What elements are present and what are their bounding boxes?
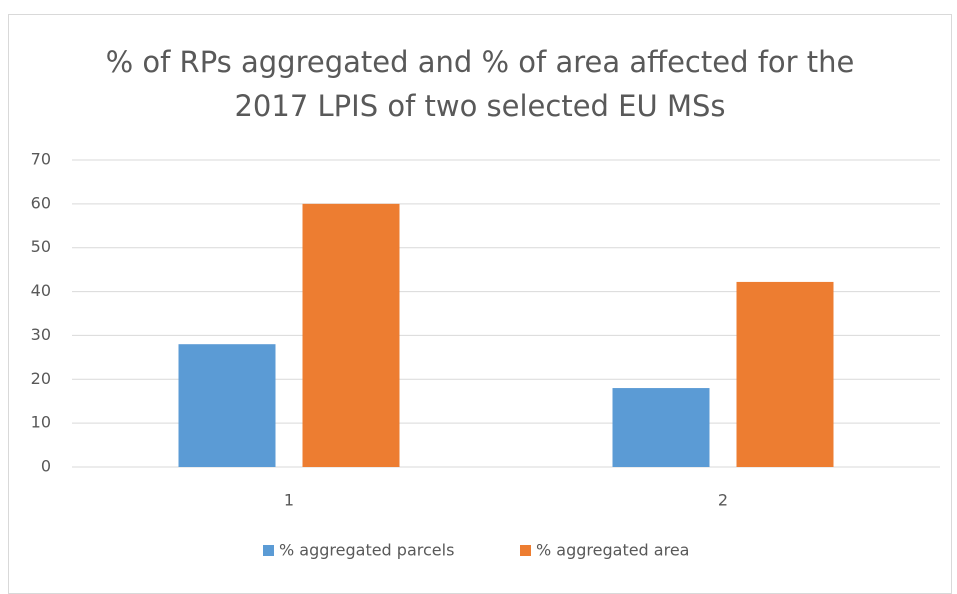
bar: [178, 344, 276, 467]
legend-swatch: [263, 545, 274, 556]
y-tick-label: 0: [41, 457, 51, 476]
legend-label: % aggregated parcels: [279, 541, 454, 560]
legend-swatch: [520, 545, 531, 556]
x-tick-label: 1: [284, 491, 294, 510]
legend-label: % aggregated area: [536, 541, 689, 560]
bar: [612, 388, 710, 467]
y-tick-label: 30: [31, 325, 51, 344]
bar: [302, 203, 400, 467]
chart-title: % of RPs aggregated and % of area affect…: [105, 45, 855, 123]
y-tick-label: 10: [31, 413, 51, 432]
bar: [736, 281, 834, 467]
y-tick-label: 50: [31, 237, 51, 256]
x-tick-label: 2: [718, 491, 728, 510]
y-tick-label: 70: [31, 150, 51, 169]
y-tick-label: 40: [31, 281, 51, 300]
y-tick-label: 20: [31, 369, 51, 388]
y-tick-label: 60: [31, 193, 51, 212]
